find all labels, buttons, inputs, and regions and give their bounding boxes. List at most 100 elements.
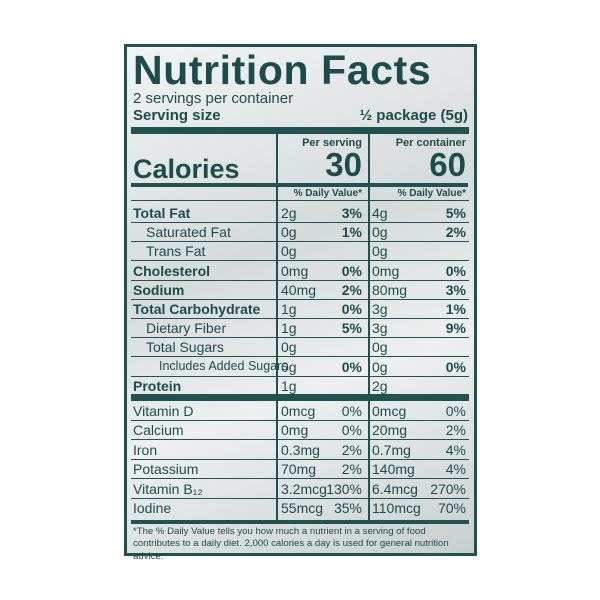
amount: 1g [281,301,297,317]
amount: 3g [372,301,388,317]
amount: 70mg [281,461,317,478]
nutrient-name: Vitamin B₁₂ [133,480,203,497]
amount: 4g [372,205,388,221]
daily-value: 1% [445,301,466,317]
rule [131,458,469,460]
amount: 0g [372,358,388,375]
rule [278,183,368,187]
daily-value: 0% [341,422,362,439]
daily-value: 0% [341,262,362,279]
nutrient-name: Trans Fat [146,243,206,260]
amount: 0.3mg [281,441,320,458]
daily-value: 2% [445,422,466,439]
daily-value: 2% [341,461,362,478]
amount: 55mcg [281,500,324,516]
daily-value: 5% [445,205,466,221]
rule [131,279,469,281]
nutrient-name: Dietary Fiber [146,320,227,337]
rule [131,337,469,339]
column-divider [276,134,278,520]
thick-rule [131,394,469,401]
daily-value: 35% [333,500,362,516]
amount: 140mg [372,461,415,478]
rule [131,200,469,201]
nutrient-name: Sodium [133,281,185,298]
servings: 2 servings per container [133,90,294,107]
daily-value: 0% [341,403,362,419]
amount: 0.7mg [372,441,411,458]
serving-size-label: Serving size [133,107,221,124]
daily-value: 0% [341,358,362,375]
daily-value: 2% [445,224,466,241]
nutrient-name: Cholesterol [133,262,211,279]
nutrient-name: Includes Added Sugars [159,358,288,373]
amount: 0g [281,224,297,241]
amount: 3.2mcg [281,480,327,497]
amount: 0mg [281,262,309,279]
amount: 0mcg [281,403,316,419]
amount: 6.4mcg [372,480,418,497]
amount: 1g [281,320,297,337]
amount: 0g [372,339,388,356]
nutrient-name: Saturated Fat [146,224,231,241]
daily-value: 2% [341,281,362,298]
column-header: Per container [395,137,466,149]
rule [131,497,469,499]
amount: 0g [281,339,297,356]
rule [131,439,469,441]
amount: 0g [281,243,297,260]
dv-header: % Daily Value* [397,188,466,199]
rule [131,356,469,358]
amount: 0mg [372,262,400,279]
calories-value: 30 [325,146,362,183]
amount: 1g [281,377,297,394]
rule [131,420,469,421]
daily-value: 0% [445,358,466,375]
nutrient-name: Protein [133,377,182,394]
daily-value: 0% [341,301,362,317]
daily-value: 9% [445,320,466,337]
amount: 0g [372,224,388,241]
title: Nutrition Facts [133,47,432,93]
rule [131,375,469,377]
rule [131,478,469,480]
amount: 3g [372,320,388,337]
dv-header: % Daily Value* [293,188,362,199]
nutrient-name: Total Fat [133,205,191,221]
amount: 20mg [372,422,408,439]
rule [369,183,468,187]
column-header: Per serving [302,137,362,149]
amount: 110mcg [372,500,421,516]
amount: 40mg [281,281,317,298]
daily-value: 3% [445,281,466,298]
daily-value: 0% [445,262,466,279]
nutrient-name: Iron [133,441,158,458]
nutrient-name: Iodine [133,500,172,516]
daily-value: 1% [341,224,362,241]
rule [131,298,469,300]
thick-rule [131,127,469,134]
amount: 0mg [281,422,309,439]
column-divider [368,134,370,520]
amount: 2g [372,377,388,394]
thick-rule [131,520,469,524]
rule [131,260,469,262]
daily-value: 2% [341,441,362,458]
footnote: *The % Daily Value tells you how much a … [133,526,449,562]
rule [131,241,469,243]
daily-value: 4% [445,461,466,478]
amount: 0mcg [372,403,407,419]
rule [131,222,469,223]
daily-value: 70% [437,500,466,516]
daily-value: 5% [341,320,362,337]
amount: 0g [372,243,388,260]
nutrient-name: Total Sugars [146,339,224,356]
daily-value: 3% [341,205,362,221]
nutrient-name: Total Carbohydrate [133,301,261,317]
daily-value: 4% [445,441,466,458]
daily-value: 0% [445,403,466,419]
daily-value: 130% [326,480,362,497]
nutrient-name: Vitamin D [133,403,194,419]
nutrient-name: Potassium [133,461,199,478]
